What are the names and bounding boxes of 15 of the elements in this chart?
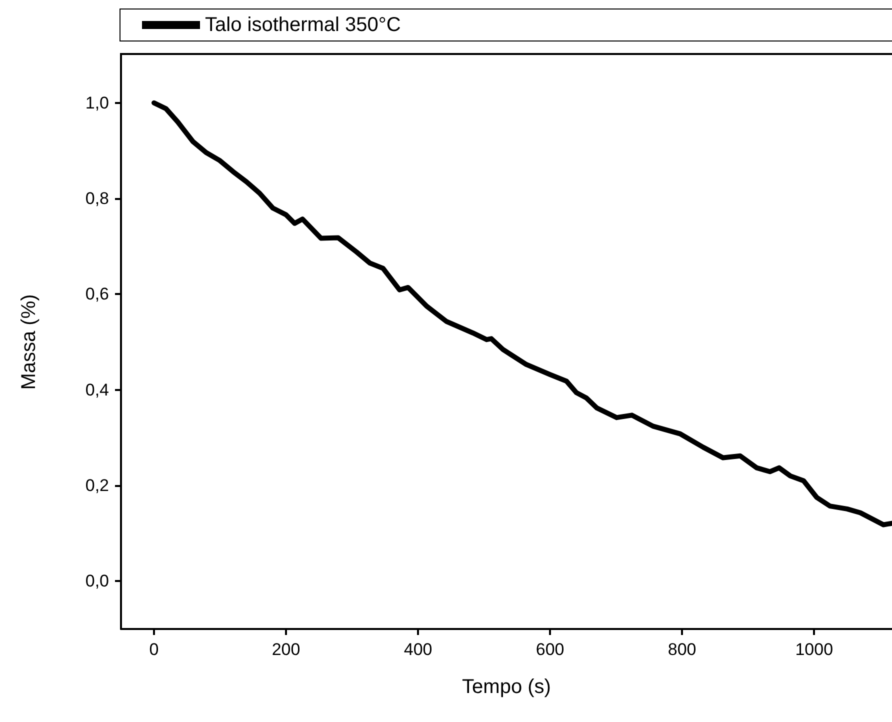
x-tick-label: 0 bbox=[149, 640, 159, 659]
x-tick-label: 200 bbox=[272, 640, 300, 659]
x-axis-title: Tempo (s) bbox=[462, 676, 551, 698]
y-tick-label: 0,8 bbox=[85, 189, 109, 208]
y-tick-label: 0,2 bbox=[85, 476, 109, 495]
legend-label: Talo isothermal 350°C bbox=[205, 14, 401, 36]
x-tick-label: 800 bbox=[668, 640, 696, 659]
y-tick-label: 0,6 bbox=[85, 284, 109, 304]
x-tick-label: 400 bbox=[404, 640, 432, 659]
y-tick-label: 1,0 bbox=[85, 93, 109, 112]
y-tick-label: 0,0 bbox=[85, 572, 109, 591]
x-tick-label: 1000 bbox=[795, 640, 834, 659]
y-axis-title: Massa (%) bbox=[18, 294, 40, 390]
x-tick-label: 600 bbox=[536, 640, 564, 659]
y-tick-label: 0,4 bbox=[85, 380, 109, 400]
